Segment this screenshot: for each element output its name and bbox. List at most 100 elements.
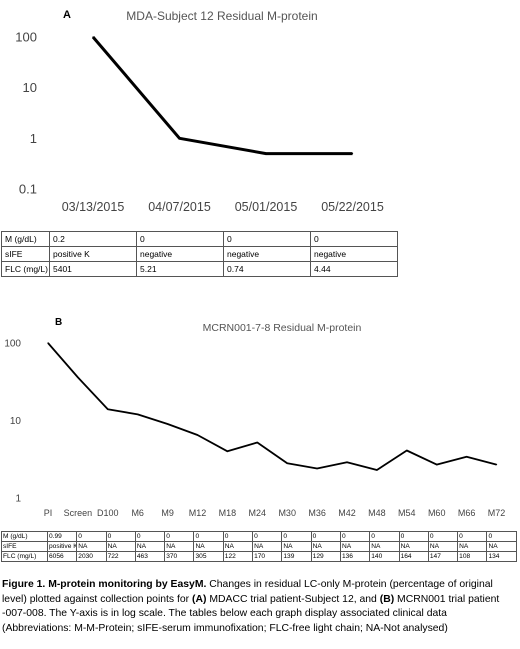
- table-cell: NA: [222, 541, 254, 552]
- table-cell: 5.21: [136, 261, 224, 277]
- row-label: FLC (mg/L): [1, 551, 48, 562]
- caption-text-2: MDACC trial patient-Subject 12, and: [206, 593, 380, 605]
- table-cell: NA: [369, 541, 400, 552]
- x-tick-label: M42: [338, 508, 356, 518]
- table-cell: 134: [486, 551, 517, 562]
- table-cell: NA: [398, 541, 429, 552]
- table-cell: 108: [457, 551, 488, 562]
- table-cell: 0: [134, 531, 166, 542]
- x-tick-label: M60: [428, 508, 446, 518]
- panel-label: A: [63, 9, 71, 21]
- x-tick-label: PI: [44, 508, 53, 518]
- data-point: [466, 456, 468, 458]
- table-cell: NA: [310, 541, 341, 552]
- table-cell: 0: [222, 531, 254, 542]
- row-label: FLC (mg/L): [1, 261, 50, 277]
- x-tick-label: M9: [161, 508, 174, 518]
- table-cell: NA: [76, 541, 107, 552]
- x-tick-label: M30: [278, 508, 296, 518]
- table-cell: NA: [486, 541, 517, 552]
- table-cell: 0: [457, 531, 488, 542]
- table-cell: 0.99: [46, 531, 78, 542]
- table-cell: 463: [134, 551, 166, 562]
- x-tick-label: M48: [368, 508, 386, 518]
- table-cell: NA: [457, 541, 488, 552]
- table-cell: NA: [252, 541, 283, 552]
- data-point: [92, 36, 94, 38]
- data-point: [196, 434, 199, 436]
- y-tick-label: 10: [23, 80, 37, 95]
- x-tick-label: M24: [249, 508, 267, 518]
- y-tick-label: 1: [30, 131, 37, 146]
- x-tick-label: 03/13/2015: [62, 200, 125, 214]
- series-line: [91, 36, 353, 156]
- x-tick-label: 05/22/2015: [321, 200, 384, 214]
- table-row: M (g/dL) 0.99 0 0 0 0 0 0 0 0 0 0 0 0 0 0 0: [1, 531, 517, 542]
- table-row: sIFE positive K NA NA NA NA NA NA NA NA NA NA NA NA NA…: [1, 541, 517, 552]
- x-tick-label: 05/01/2015: [235, 200, 298, 214]
- caption-label-a: (A): [192, 593, 207, 605]
- table-cell: NA: [339, 541, 371, 552]
- x-tick-label: 04/07/2015: [148, 200, 211, 214]
- table-cell: NA: [193, 541, 224, 552]
- table-cell: 722: [105, 551, 136, 562]
- x-tick-label: M18: [219, 508, 237, 518]
- table-cell: 0.2: [49, 231, 137, 247]
- x-tick-label: M54: [398, 508, 416, 518]
- table-cell: 147: [427, 551, 459, 562]
- caption-title: Figure 1. M-protein monitoring by EasyM.: [2, 579, 207, 590]
- data-point: [226, 450, 228, 452]
- table-cell: 0: [252, 531, 283, 542]
- clinical-table-b: M (g/dL) 0.99 0 0 0 0 0 0 0 0 0 0 0 0 0 0 0 sIFE positive …: [1, 531, 517, 562]
- row-label: sIFE: [1, 246, 50, 262]
- data-point: [316, 467, 318, 470]
- data-point: [107, 408, 109, 410]
- data-point: [351, 152, 354, 155]
- table-cell: NA: [164, 541, 195, 552]
- table-cell: 0: [76, 531, 107, 542]
- figure-caption: Figure 1. M-protein monitoring by EasyM.…: [2, 578, 516, 636]
- table-cell: 140: [369, 551, 400, 562]
- data-point: [265, 152, 267, 155]
- x-tick-label: M6: [131, 508, 144, 518]
- table-cell: 0: [164, 531, 195, 542]
- table-cell: NA: [427, 541, 459, 552]
- y-tick-label: 100: [15, 30, 37, 45]
- data-point: [137, 413, 139, 415]
- table-row: FLC (mg/L) 6056 2030 722 463 370 305 122 170 139 1…: [1, 551, 517, 562]
- y-tick-label: 0.1: [19, 182, 37, 197]
- x-tick-label: M12: [189, 508, 207, 518]
- table-cell: 0: [310, 531, 341, 542]
- x-tick-label: Screen: [64, 508, 93, 518]
- series-line: [47, 342, 497, 471]
- data-point: [77, 376, 79, 378]
- data-point: [346, 461, 348, 463]
- panel-label: B: [55, 317, 62, 328]
- table-cell: 164: [398, 551, 429, 562]
- table-cell: positive K: [46, 541, 78, 552]
- data-point: [256, 441, 258, 444]
- table-cell: 136: [339, 551, 371, 562]
- table-row: M (g/dL) 0.2 0 0 0: [1, 231, 398, 247]
- table-cell: NA: [281, 541, 312, 552]
- table-cell: 129: [310, 551, 341, 562]
- table-cell: negative: [310, 246, 398, 262]
- x-tick-label: M36: [308, 508, 326, 518]
- row-label: sIFE: [1, 541, 48, 552]
- table-cell: NA: [134, 541, 166, 552]
- data-point: [495, 463, 498, 466]
- table-cell: 0.74: [223, 261, 311, 277]
- table-cell: 0: [136, 231, 224, 247]
- data-point: [406, 449, 408, 452]
- table-cell: 370: [164, 551, 195, 562]
- table-cell: positive K: [49, 246, 137, 262]
- chart-b: B MCRN001-7-8 Residual M-protein 100 10 1 PI S…: [4, 317, 505, 518]
- caption-text-1: Changes in residual LC-only M-protein (p…: [2, 579, 493, 605]
- table-cell: 2030: [76, 551, 107, 562]
- table-cell: 139: [281, 551, 312, 562]
- table-cell: 0: [369, 531, 400, 542]
- table-cell: 0: [281, 531, 312, 542]
- y-tick-label: 100: [4, 339, 21, 350]
